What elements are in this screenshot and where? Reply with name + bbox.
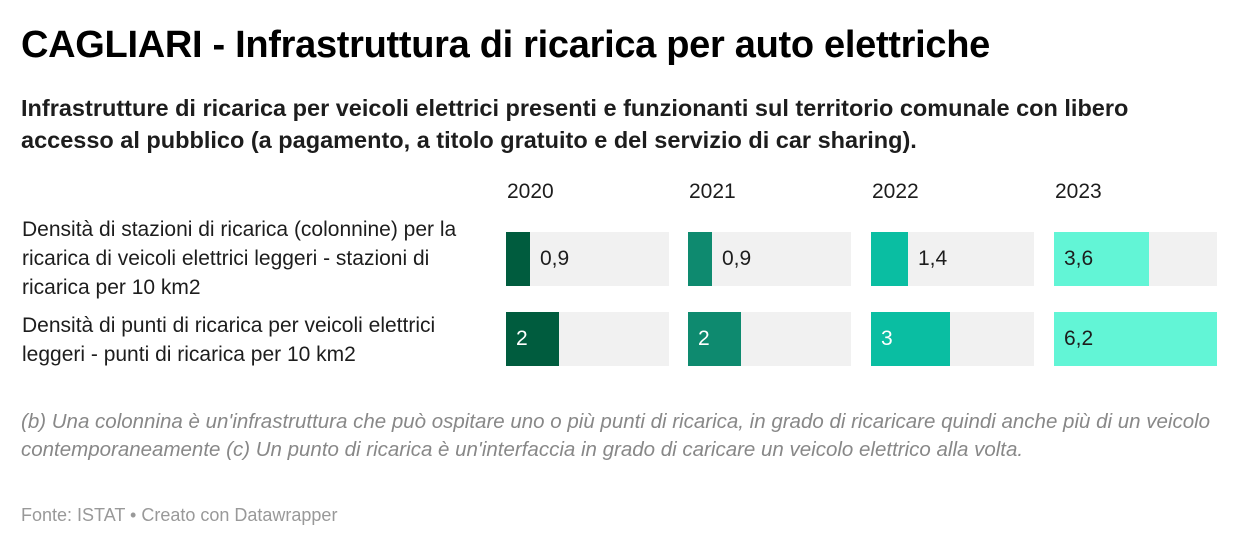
bar-value-label: 3: [881, 327, 893, 350]
bar-value-label: 6,2: [1064, 327, 1094, 350]
bar-track: 3,6: [1054, 232, 1217, 286]
bar-2021-row-2: [688, 312, 741, 366]
bar-value-label: 0,9: [540, 247, 570, 270]
bar-track: 1,4: [871, 232, 1034, 286]
bar-value-label: 2: [698, 327, 710, 350]
bar-2020-row-2: [506, 312, 559, 366]
bar-track: 2: [506, 312, 669, 366]
bar-value-label: 3,6: [1064, 247, 1094, 270]
chart-title: CAGLIARI - Infrastruttura di ricarica pe…: [21, 24, 990, 66]
bar-2020-row-1: [506, 232, 530, 286]
bar-2023-row-1: [1054, 232, 1149, 286]
chart-subtitle: Infrastrutture di ricarica per veicoli e…: [21, 95, 1129, 153]
bar-track: 0,9: [506, 232, 669, 286]
bar-2022-row-2: [871, 312, 950, 366]
bar-2023-row-2: [1054, 312, 1217, 366]
bar-track: 3: [871, 312, 1034, 366]
bar-2021-row-1: [688, 232, 712, 286]
bar-value-label: 2: [516, 327, 528, 350]
column-header-2021: 2021: [689, 180, 736, 203]
bar-2022-row-1: [871, 232, 908, 286]
bar-track: 0,9: [688, 232, 851, 286]
column-header-2022: 2022: [872, 180, 919, 203]
row-label-stations: Densità di stazioni di ricarica (colonni…: [22, 218, 457, 299]
row-label-points: Densità di punti di ricarica per veicoli…: [22, 314, 436, 366]
column-header-2023: 2023: [1055, 180, 1102, 203]
chart-footer: Fonte: ISTAT • Creato con Datawrapper: [21, 505, 338, 525]
bar-value-label: 0,9: [722, 247, 752, 270]
chart-notes: (b) Una colonnina è un'infrastruttura ch…: [21, 410, 1211, 461]
bar-value-label: 1,4: [918, 247, 948, 270]
bar-track: 2: [688, 312, 851, 366]
column-header-2020: 2020: [507, 180, 554, 203]
bar-track: 6,2: [1054, 312, 1217, 366]
